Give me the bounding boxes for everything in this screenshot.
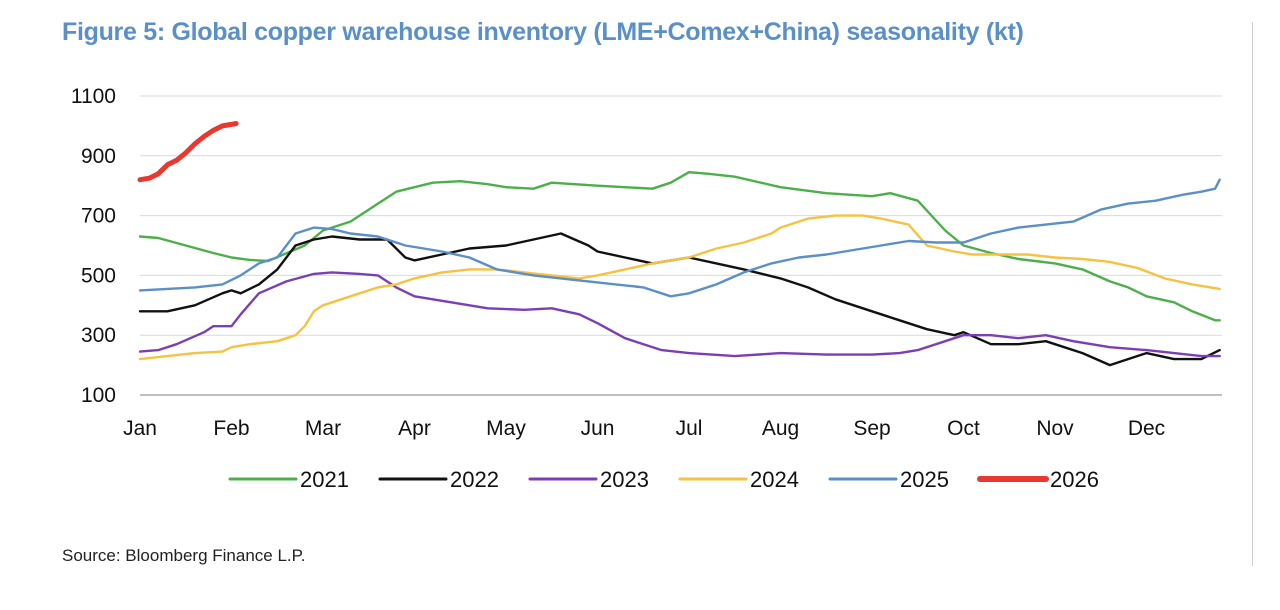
- x-tick-label: Feb: [213, 417, 249, 440]
- series-line-2025: [138, 178, 1221, 298]
- series-line-2026: [137, 121, 239, 183]
- x-tick-label: Dec: [1128, 417, 1165, 440]
- x-tick-label: Mar: [305, 417, 341, 440]
- legend-label-2026: 2026: [1050, 467, 1099, 492]
- y-tick-label: 900: [81, 145, 116, 168]
- x-tick-label: Jul: [676, 417, 703, 440]
- x-tick-label: Jun: [581, 417, 615, 440]
- legend-label-2023: 2023: [600, 467, 649, 492]
- legend-label-2022: 2022: [450, 467, 499, 492]
- y-tick-label: 300: [81, 324, 116, 347]
- legend: 2021 2022 2023 2024 2025 2026: [228, 467, 1099, 492]
- gridlines: [140, 95, 1222, 396]
- y-tick-label: 100: [81, 384, 116, 407]
- y-tick-label: 700: [81, 205, 116, 228]
- x-tick-label: Aug: [762, 417, 799, 440]
- y-axis-ticks: 100 300 500 700 900 1100: [71, 85, 116, 407]
- x-tick-label: Nov: [1036, 417, 1074, 440]
- series-line-2023: [138, 271, 1221, 358]
- y-tick-label: 1100: [71, 85, 116, 108]
- legend-label-2024: 2024: [750, 467, 799, 492]
- y-tick-label: 500: [81, 264, 116, 287]
- series-lines: [137, 121, 1221, 367]
- chart-title: Figure 5: Global copper warehouse invent…: [62, 18, 1024, 46]
- source-note: Source: Bloomberg Finance L.P.: [62, 546, 306, 565]
- x-tick-label: Oct: [947, 417, 980, 440]
- series-line-2024: [138, 214, 1221, 361]
- x-tick-label: Apr: [398, 417, 431, 440]
- legend-label-2021: 2021: [300, 467, 349, 492]
- x-axis-ticks: Jan Feb Mar Apr May Jun Jul Aug Sep Oct Nov Dec: [123, 417, 1165, 440]
- x-tick-label: May: [486, 417, 526, 440]
- x-tick-label: Jan: [123, 417, 157, 440]
- series-line-2022: [138, 232, 1221, 367]
- series-line-2021: [138, 170, 1221, 322]
- legend-label-2025: 2025: [900, 467, 949, 492]
- frame-divider: [1252, 22, 1253, 566]
- x-tick-label: Sep: [853, 417, 890, 440]
